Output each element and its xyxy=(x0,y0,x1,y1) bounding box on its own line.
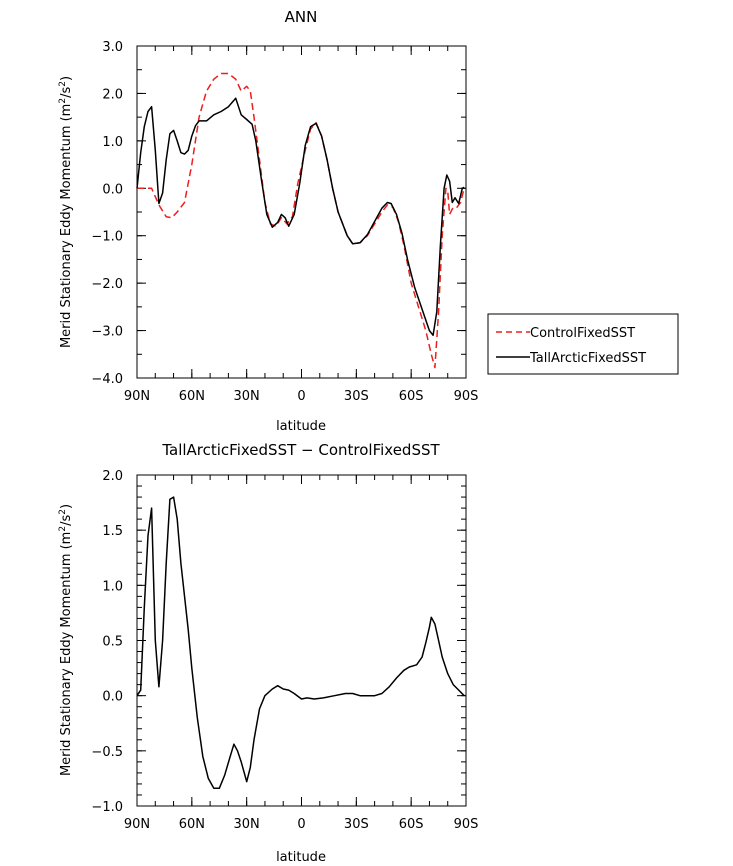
y-tick-label: 0.5 xyxy=(102,635,123,650)
bottom-series xyxy=(136,496,465,790)
top-x-ticks: 90N 60N 30N 0 30S 60S 90S xyxy=(124,46,479,404)
x-tick-label: 60N xyxy=(179,817,205,832)
series-line-tallarcticfixedsst xyxy=(136,97,465,337)
bottom-panel: TallArcticFixedSST − ControlFixedSST 2.0… xyxy=(58,441,478,865)
y-tick-label: −4.0 xyxy=(91,372,123,387)
legend-label-tallarctic: TallArcticFixedSST xyxy=(529,351,646,366)
y-tick-label: 2.0 xyxy=(102,469,123,484)
bottom-x-ticks: 90N 60N 30N 0 30S 60S 90S xyxy=(124,475,479,832)
bottom-y-axis-label: Merid Stationary Eddy Momentum (m2​/s2​) xyxy=(58,504,74,776)
bottom-x-axis-label: latitude xyxy=(276,850,326,865)
y-tick-label: −1.0 xyxy=(91,230,123,245)
y-tick-label: 0.0 xyxy=(102,182,123,197)
y-tick-label: −3.0 xyxy=(91,325,123,340)
top-series xyxy=(136,72,465,369)
y-tick-label: 1.0 xyxy=(102,579,123,594)
x-tick-label: 0 xyxy=(297,817,305,832)
x-tick-label: 60N xyxy=(179,389,205,404)
x-tick-label: 90S xyxy=(454,817,479,832)
legend-box xyxy=(487,313,679,375)
series-line-difference xyxy=(136,496,465,790)
x-tick-label: 30N xyxy=(234,389,260,404)
top-chart-title: ANN xyxy=(285,8,318,26)
bottom-chart-title: TallArcticFixedSST − ControlFixedSST xyxy=(161,441,440,459)
x-tick-label: 30S xyxy=(344,817,369,832)
series-line-controlfixedsst xyxy=(137,72,465,369)
x-tick-label: 60S xyxy=(399,389,424,404)
top-panel: ANN 3.0 2.0 1.0 0.0 −1.0 −2.0 −3.0 −4.0 90N 60N 3… xyxy=(58,8,679,434)
x-tick-label: 90N xyxy=(124,817,150,832)
y-tick-label: 0.0 xyxy=(102,690,123,705)
top-x-axis-label: latitude xyxy=(276,419,326,434)
x-tick-label: 60S xyxy=(399,817,424,832)
y-tick-label: −2.0 xyxy=(91,277,123,292)
y-tick-label: 1.0 xyxy=(102,135,123,150)
top-plot-frame xyxy=(136,45,467,379)
legend-label-control: ControlFixedSST xyxy=(530,326,635,341)
legend: ControlFixedSST TallArcticFixedSST xyxy=(487,313,679,375)
bottom-plot-frame xyxy=(136,474,467,807)
top-y-ticks: 3.0 2.0 1.0 0.0 −1.0 −2.0 −3.0 −4.0 xyxy=(91,40,466,387)
y-tick-label: 2.0 xyxy=(102,87,123,102)
x-tick-label: 30S xyxy=(344,389,369,404)
y-tick-label: 1.5 xyxy=(102,524,123,539)
y-tick-label: −1.0 xyxy=(91,800,123,815)
y-tick-label: 3.0 xyxy=(102,40,123,55)
x-tick-label: 0 xyxy=(297,389,305,404)
bottom-y-ticks: 2.0 1.5 1.0 0.5 0.0 −0.5 −1.0 xyxy=(91,469,466,815)
y-tick-label: −0.5 xyxy=(91,745,123,760)
x-tick-label: 90S xyxy=(454,389,479,404)
x-tick-label: 90N xyxy=(124,389,150,404)
top-y-axis-label: Merid Stationary Eddy Momentum (m2​/s2​) xyxy=(58,76,74,348)
x-tick-label: 30N xyxy=(234,817,260,832)
